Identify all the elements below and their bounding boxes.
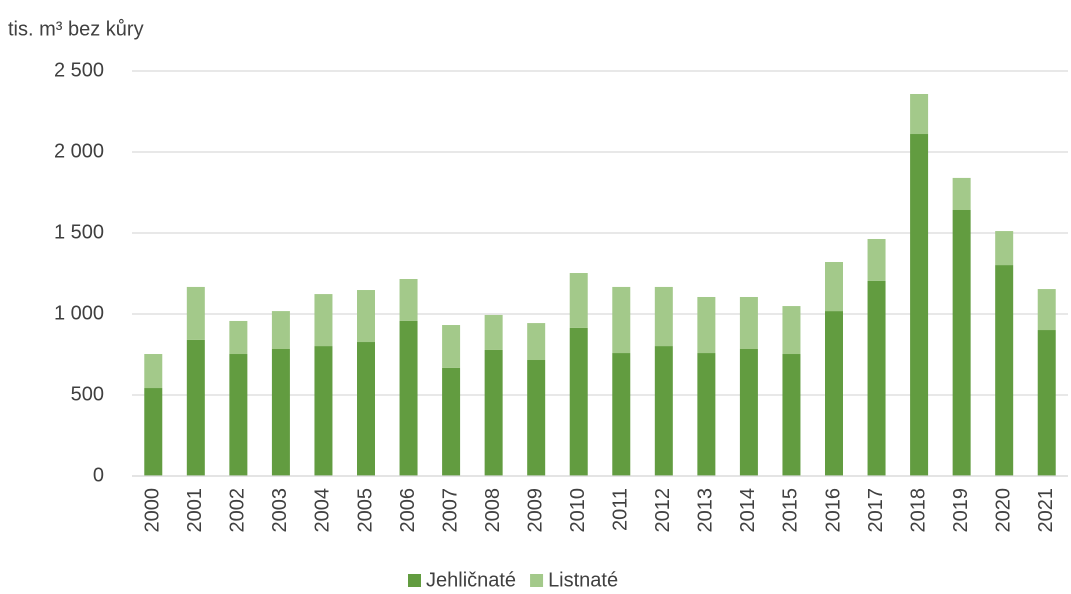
bar-segment	[186, 339, 205, 476]
bar-segment	[569, 273, 588, 328]
x-tick-label: 2015	[780, 488, 802, 533]
bar-segment	[186, 286, 205, 340]
y-tick-label: 2 000	[54, 140, 104, 162]
legend-label: Listnaté	[548, 569, 618, 591]
x-tick-label: 2004	[312, 488, 334, 533]
x-tick-label: 2011	[610, 488, 632, 531]
bar-segment	[1037, 330, 1056, 476]
bar-segment	[654, 346, 673, 476]
y-tick-label: 0	[93, 464, 104, 486]
bar-segment	[569, 327, 588, 476]
x-tick-label: 2017	[865, 488, 887, 533]
x-tick-label: 2013	[695, 488, 717, 533]
bar-segment	[697, 296, 716, 354]
bar-segment	[739, 296, 758, 349]
bar-segment	[144, 354, 163, 389]
bar-segment	[995, 231, 1014, 266]
bar-segment	[484, 349, 503, 476]
bar-segment	[782, 354, 801, 476]
bar-segment	[484, 314, 503, 350]
bar-segment	[782, 306, 801, 355]
legend-swatch	[408, 574, 421, 587]
x-tick-label: 2012	[652, 488, 674, 533]
bar-segment	[612, 353, 631, 476]
y-tick-label: 1 000	[54, 302, 104, 324]
x-tick-label: 2005	[354, 488, 376, 533]
legend-label: Jehličnaté	[426, 569, 516, 591]
x-tick-label: 2007	[439, 488, 461, 533]
bar-segment	[399, 320, 418, 476]
legend-swatch	[530, 574, 544, 587]
x-tick-label: 2010	[567, 488, 589, 533]
bar-segment	[357, 342, 375, 476]
bar-segment	[527, 360, 546, 476]
bar-segment	[271, 311, 290, 349]
bar-segment	[654, 286, 673, 347]
x-tick-label: 2001	[184, 488, 206, 533]
bar-segment	[144, 388, 163, 476]
y-tick-label: 500	[71, 383, 104, 405]
bar-segment	[314, 346, 333, 476]
x-tick-label: 2021	[1035, 488, 1057, 533]
x-tick-label: 2014	[737, 488, 759, 533]
bar-segment	[952, 177, 971, 210]
bar-segment	[867, 280, 886, 476]
bar-segment	[952, 209, 971, 476]
bar-segment	[229, 354, 248, 476]
x-tick-label: 2003	[269, 488, 291, 533]
bar-segment	[357, 290, 375, 343]
bar-segment	[399, 279, 418, 321]
x-tick-label: 2019	[950, 488, 972, 533]
bar-segment	[995, 265, 1014, 476]
bar-segment	[697, 353, 716, 476]
y-tick-label: 2 500	[54, 59, 104, 81]
bar-segment	[229, 320, 248, 355]
y-axis-label: tis. m³ bez kůry	[8, 18, 144, 40]
x-tick-label: 2009	[524, 488, 546, 533]
x-tick-label: 2006	[397, 488, 419, 533]
bar-segment	[739, 348, 758, 476]
bar-segment	[271, 348, 290, 476]
x-tick-label: 2016	[822, 488, 844, 533]
bar-segment	[867, 238, 886, 281]
bar-segment	[612, 286, 631, 354]
y-tick-label: 1 500	[54, 221, 104, 243]
x-tick-label: 2018	[907, 488, 929, 533]
bar-segment	[910, 134, 929, 476]
x-tick-label: 2008	[482, 488, 504, 533]
bar-segment	[442, 367, 461, 476]
bar-segment	[910, 94, 929, 135]
x-tick-label: 2000	[142, 488, 164, 533]
bar-segment	[527, 323, 546, 361]
bar-segment	[825, 311, 843, 476]
bar-segment	[1037, 289, 1056, 331]
bar-segment	[314, 294, 333, 347]
bar-segment	[825, 261, 843, 312]
bar-segment	[442, 325, 461, 368]
x-tick-label: 2020	[992, 488, 1014, 533]
x-tick-label: 2002	[227, 488, 249, 533]
